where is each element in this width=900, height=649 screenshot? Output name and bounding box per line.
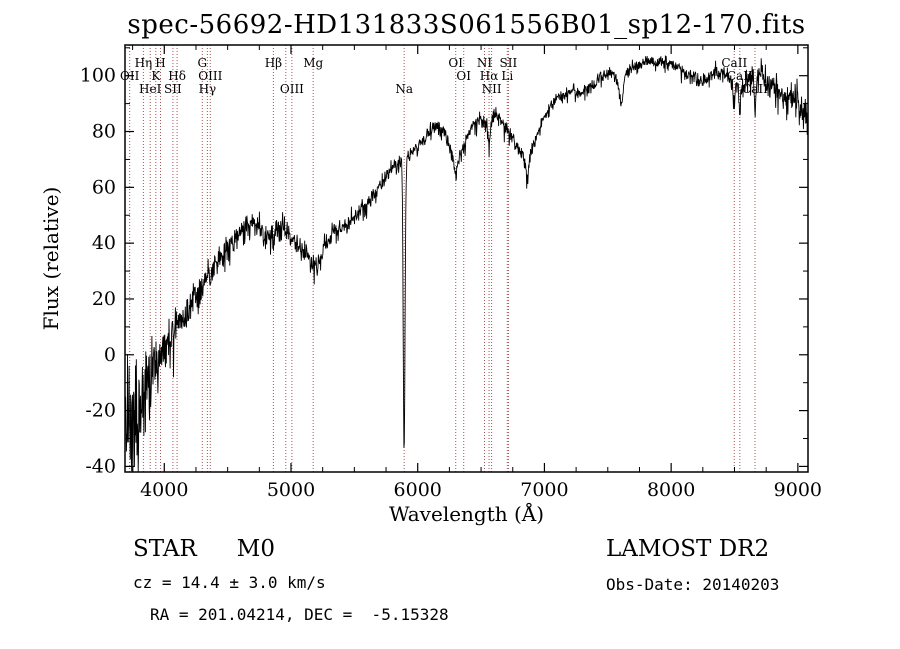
obs-date-value: Obs-Date: 20140203 bbox=[606, 575, 780, 594]
spectral-line-label: SII bbox=[500, 56, 518, 70]
object-classification: STAR M0 bbox=[133, 536, 275, 562]
cz-velocity-value: cz = 14.4 ± 3.0 km/s bbox=[133, 573, 326, 592]
spectral-line-label: SII bbox=[164, 82, 182, 96]
spectral-line-label: CaII bbox=[721, 56, 747, 70]
spectrum-trace bbox=[125, 55, 809, 472]
x-tick-label: 6000 bbox=[394, 479, 442, 501]
x-tick-label: 4000 bbox=[140, 479, 188, 501]
spectral-line-label: OI bbox=[448, 56, 463, 70]
spectral-line-label: NII bbox=[482, 82, 502, 96]
spectral-line-label: H bbox=[155, 56, 165, 70]
plot-title: spec-56692-HD131833S061556B01_sp12-170.f… bbox=[127, 10, 806, 40]
spectral-line-label: OIII bbox=[280, 82, 304, 96]
x-axis-title: Wavelength (Å) bbox=[389, 501, 544, 526]
x-tick-label: 9000 bbox=[774, 479, 822, 501]
y-tick-label: -40 bbox=[85, 455, 116, 477]
x-tick-label: 8000 bbox=[647, 479, 695, 501]
spectral-line-label: NI bbox=[477, 56, 493, 70]
spectral-line-label: CaII bbox=[727, 69, 753, 83]
y-axis-title: Flux (relative) bbox=[39, 187, 63, 331]
y-tick-label: 80 bbox=[92, 121, 116, 143]
survey-label: LAMOST DR2 bbox=[606, 536, 770, 562]
y-tick-label: -20 bbox=[85, 400, 116, 422]
spectral-line-label: Hδ bbox=[168, 69, 186, 83]
spectral-line-label: Hα bbox=[480, 69, 499, 83]
x-tick-label: 5000 bbox=[267, 479, 315, 501]
plot-border bbox=[124, 44, 809, 473]
spectral-line-label: Hβ bbox=[265, 56, 282, 70]
y-tick-label: 20 bbox=[92, 288, 116, 310]
x-tick-label: 7000 bbox=[520, 479, 568, 501]
spectral-line-label: OIII bbox=[198, 69, 222, 83]
spectral-line-label: HeI bbox=[139, 82, 162, 96]
object-subclass-label: M0 bbox=[236, 536, 275, 562]
spectral-line-label: CaII bbox=[742, 82, 768, 96]
spectrum-chart: OIIHηHeIKHSIIHδGHγOIIIHβOIIIMgNaOIOINIHα… bbox=[39, 44, 822, 526]
y-tick-label: 40 bbox=[92, 232, 116, 254]
spectral-line-label: Na bbox=[395, 82, 413, 96]
spectral-line-label: Li bbox=[501, 69, 513, 83]
spectral-line-label: K bbox=[151, 69, 161, 83]
object-type-label: STAR bbox=[133, 536, 197, 562]
spectral-line-label: Hη bbox=[135, 56, 153, 70]
y-tick-label: 0 bbox=[104, 344, 116, 366]
ra-dec-coordinates: RA = 201.04214, DEC = -5.15328 bbox=[150, 605, 449, 624]
y-tick-label: 100 bbox=[80, 65, 116, 87]
spectral-line-label: OI bbox=[456, 69, 471, 83]
y-tick-label: 60 bbox=[92, 176, 116, 198]
spectral-line-label: Mg bbox=[303, 56, 323, 70]
spectral-line-label: G bbox=[198, 56, 208, 70]
spectral-line-label: Hγ bbox=[199, 82, 217, 96]
